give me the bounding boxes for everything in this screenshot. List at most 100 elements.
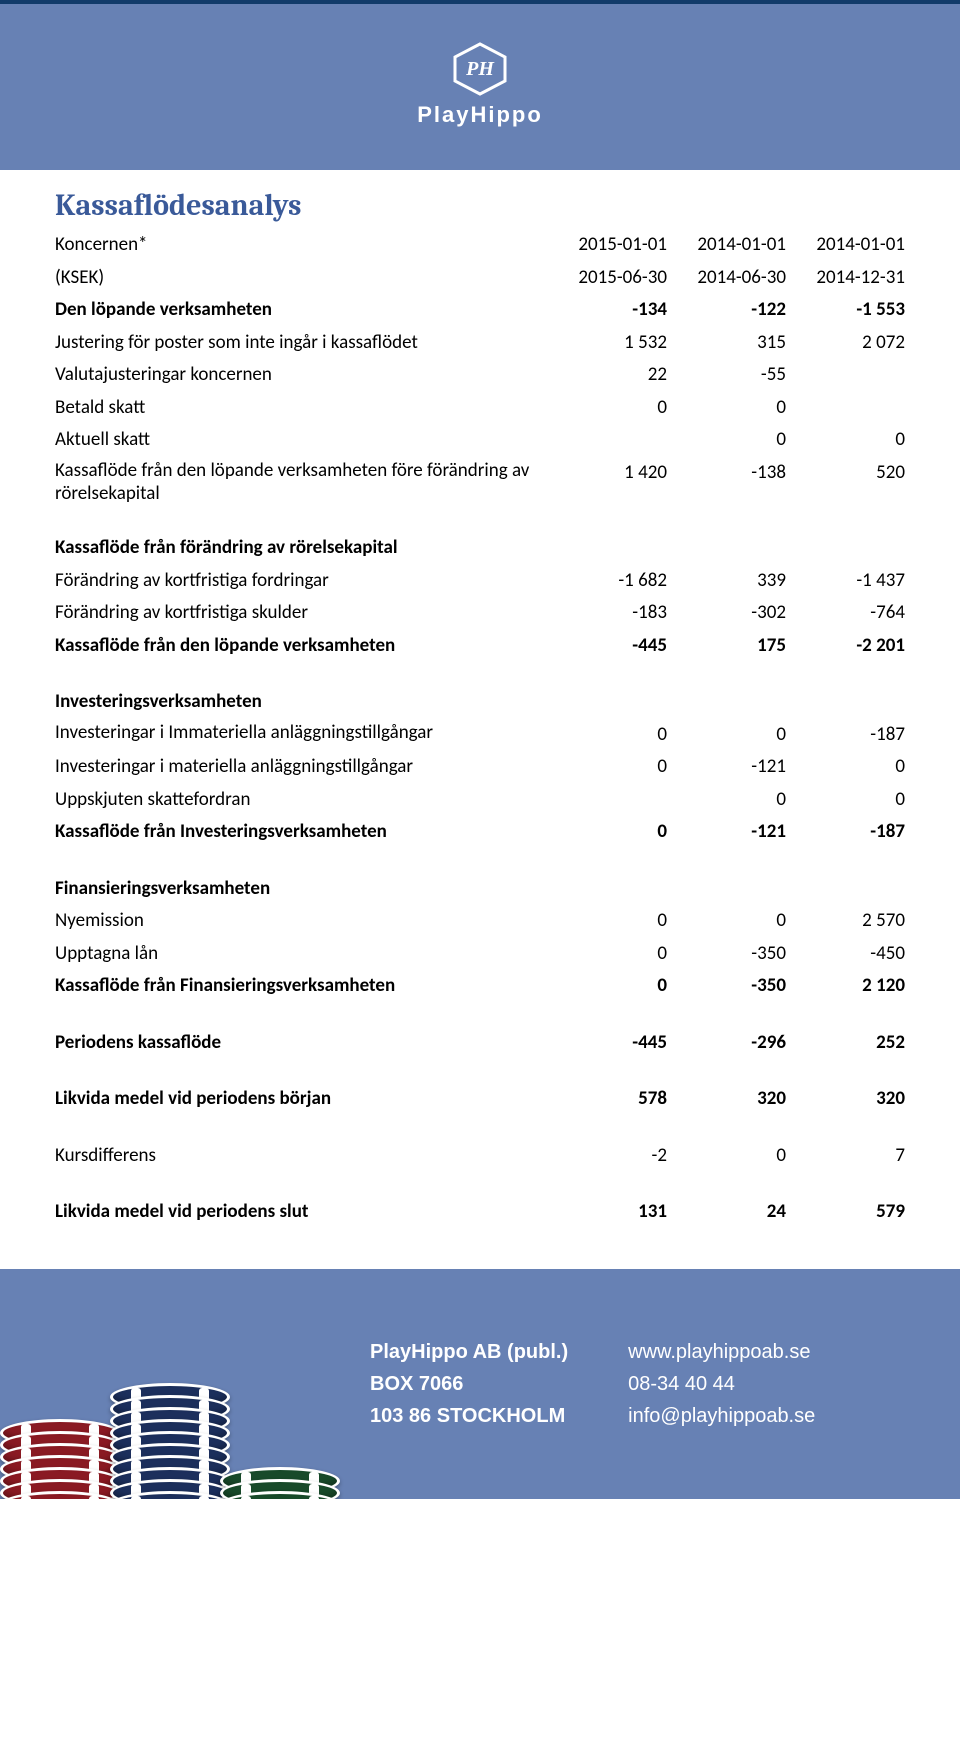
row-label: Uppskjuten skattefordran [55, 784, 548, 817]
table-row: Periodens kassaflöde-445-296252 [55, 1003, 905, 1060]
cell-c2: 339 [667, 565, 786, 598]
row-label: Valutajusteringar koncernen [55, 359, 548, 392]
cell-c2: 2014-06-30 [667, 262, 786, 295]
cell-c3: -450 [786, 938, 905, 971]
row-label: Finansieringsverksamheten [55, 849, 548, 906]
row-label: Nyemission [55, 905, 548, 938]
row-label: Koncernen* [55, 229, 548, 262]
cell-c1: 0 [548, 905, 667, 938]
cell-c3: 252 [786, 1003, 905, 1060]
cell-c3: 0 [786, 424, 905, 457]
table-row: Likvida medel vid periodens slut13124579 [55, 1172, 905, 1229]
cell-c2: 0 [667, 905, 786, 938]
row-label: Justering för poster som inte ingår i ka… [55, 327, 548, 360]
cell-c3 [786, 392, 905, 425]
table-row: Investeringar i materiella anläggningsti… [55, 751, 905, 784]
cell-c3: -1 437 [786, 565, 905, 598]
row-label: Likvida medel vid periodens början [55, 1059, 548, 1116]
table-row: Upptagna lån0-350-450 [55, 938, 905, 971]
table-row: Förändring av kortfristiga fordringar-1 … [55, 565, 905, 598]
cell-c2: 320 [667, 1059, 786, 1116]
table-row: Investeringar i Immateriella anläggnings… [55, 719, 905, 752]
cell-c2 [667, 508, 786, 565]
hexagon-icon: PH [450, 42, 510, 96]
cell-c3: 0 [786, 751, 905, 784]
footer-contact: PlayHippo AB (publ.) BOX 7066 103 86 STO… [370, 1336, 815, 1432]
cell-c2: -55 [667, 359, 786, 392]
cell-c1 [548, 784, 667, 817]
cell-c2: -350 [667, 970, 786, 1003]
row-label: Investeringar i Immateriella anläggnings… [55, 719, 548, 752]
table-row: Kassaflöde från Investeringsverksamheten… [55, 816, 905, 849]
cell-c3: -187 [786, 719, 905, 752]
table-row: Betald skatt00 [55, 392, 905, 425]
document-body: Kassaflödesanalys Koncernen*2015-01-0120… [0, 170, 960, 1269]
footer-banner: PlayHippo AB (publ.) BOX 7066 103 86 STO… [0, 1269, 960, 1499]
table-row: Den löpande verksamheten-134-122-1 553 [55, 294, 905, 327]
cell-c2 [667, 849, 786, 906]
row-label: Aktuell skatt [55, 424, 548, 457]
footer-web: www.playhippoab.se [628, 1336, 815, 1368]
cell-c2: 0 [667, 1116, 786, 1173]
brand-name: PlayHippo [417, 102, 543, 128]
cell-c3 [786, 508, 905, 565]
row-label: Periodens kassaflöde [55, 1003, 548, 1060]
cell-c2: -138 [667, 457, 786, 509]
cell-c1: 0 [548, 938, 667, 971]
row-label: Kursdifferens [55, 1116, 548, 1173]
cell-c3 [786, 359, 905, 392]
cell-c3: 2 570 [786, 905, 905, 938]
row-label: Betald skatt [55, 392, 548, 425]
cell-c3: -764 [786, 597, 905, 630]
cell-c2: 0 [667, 424, 786, 457]
cell-c1: -183 [548, 597, 667, 630]
table-row: Uppskjuten skattefordran00 [55, 784, 905, 817]
cell-c1: 2015-06-30 [548, 262, 667, 295]
row-label: Kassaflöde från den löpande verksamheten [55, 630, 548, 663]
row-label: Likvida medel vid periodens slut [55, 1172, 548, 1229]
table-row: Likvida medel vid periodens början578320… [55, 1059, 905, 1116]
row-label: Kassaflöde från Investeringsverksamheten [55, 816, 548, 849]
cell-c3: 320 [786, 1059, 905, 1116]
cell-c1: 1 420 [548, 457, 667, 509]
table-row: Förändring av kortfristiga skulder-183-3… [55, 597, 905, 630]
cell-c1: 131 [548, 1172, 667, 1229]
cell-c3 [786, 849, 905, 906]
cell-c2: 2014-01-01 [667, 229, 786, 262]
table-row: Kassaflöde från den löpande verksamheten… [55, 457, 905, 509]
cell-c2: -350 [667, 938, 786, 971]
table-row: Investeringsverksamheten [55, 662, 905, 719]
cell-c3: 2014-12-31 [786, 262, 905, 295]
table-row: Finansieringsverksamheten [55, 849, 905, 906]
cell-c1 [548, 508, 667, 565]
footer-city: 103 86 STOCKHOLM [370, 1400, 568, 1432]
brand-logo: PH PlayHippo [417, 42, 543, 128]
cell-c3: 2 072 [786, 327, 905, 360]
cell-c1: 2015-01-01 [548, 229, 667, 262]
footer-email: info@playhippoab.se [628, 1400, 815, 1432]
cell-c1: 1 532 [548, 327, 667, 360]
cell-c1 [548, 424, 667, 457]
cell-c2: -122 [667, 294, 786, 327]
cell-c1: 0 [548, 719, 667, 752]
cell-c2: -121 [667, 816, 786, 849]
row-label: Investeringar i materiella anläggningsti… [55, 751, 548, 784]
footer-company: PlayHippo AB (publ.) [370, 1336, 568, 1368]
cell-c1: 0 [548, 816, 667, 849]
table-row: Koncernen*2015-01-012014-01-012014-01-01 [55, 229, 905, 262]
table-row: Nyemission002 570 [55, 905, 905, 938]
cell-c3: 2 120 [786, 970, 905, 1003]
table-row: Aktuell skatt 00 [55, 424, 905, 457]
row-label: Investeringsverksamheten [55, 662, 548, 719]
cell-c1: -134 [548, 294, 667, 327]
table-row: Valutajusteringar koncernen22-55 [55, 359, 905, 392]
row-label: Kassaflöde från förändring av rörelsekap… [55, 508, 548, 565]
cell-c3: 2014-01-01 [786, 229, 905, 262]
row-label: Kassaflöde från den löpande verksamheten… [55, 457, 548, 509]
table-row: Kursdifferens-207 [55, 1116, 905, 1173]
cell-c1: 0 [548, 751, 667, 784]
cell-c3: 520 [786, 457, 905, 509]
cell-c1: 22 [548, 359, 667, 392]
cell-c1: -445 [548, 1003, 667, 1060]
cell-c3: -2 201 [786, 630, 905, 663]
